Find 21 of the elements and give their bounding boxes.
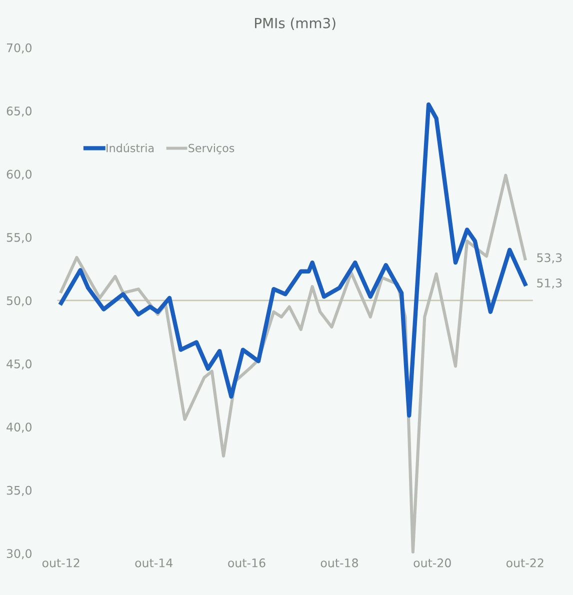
x-tick-label: out-20 [414,558,451,568]
y-tick-label: 60,0 [6,170,32,180]
y-tick-label: 70,0 [6,43,32,54]
legend-label: Serviços [188,144,234,154]
x-tick-label: out-16 [228,558,266,568]
annotation: 51,3 [537,278,562,289]
x-tick-label: out-18 [320,558,358,568]
annotation: 53,3 [537,253,562,264]
legend-label: Indústria [106,143,154,152]
line-series [59,102,528,418]
y-tick-label: 30,0 [6,549,32,560]
x-tick-label: out-14 [135,558,173,568]
x-tick-label: out-12 [42,558,80,568]
y-tick-label: 65,0 [6,106,32,117]
y-tick-label: 35,0 [6,486,32,496]
x-tick-label: out-22 [506,558,544,568]
y-tick-label: 45,0 [6,359,32,370]
chart-title: PMIs (mm3) [255,18,336,30]
y-tick-label: 50,0 [6,296,32,306]
y-tick-label: 55,0 [6,232,32,244]
y-tick-label: 40,0 [6,422,32,433]
